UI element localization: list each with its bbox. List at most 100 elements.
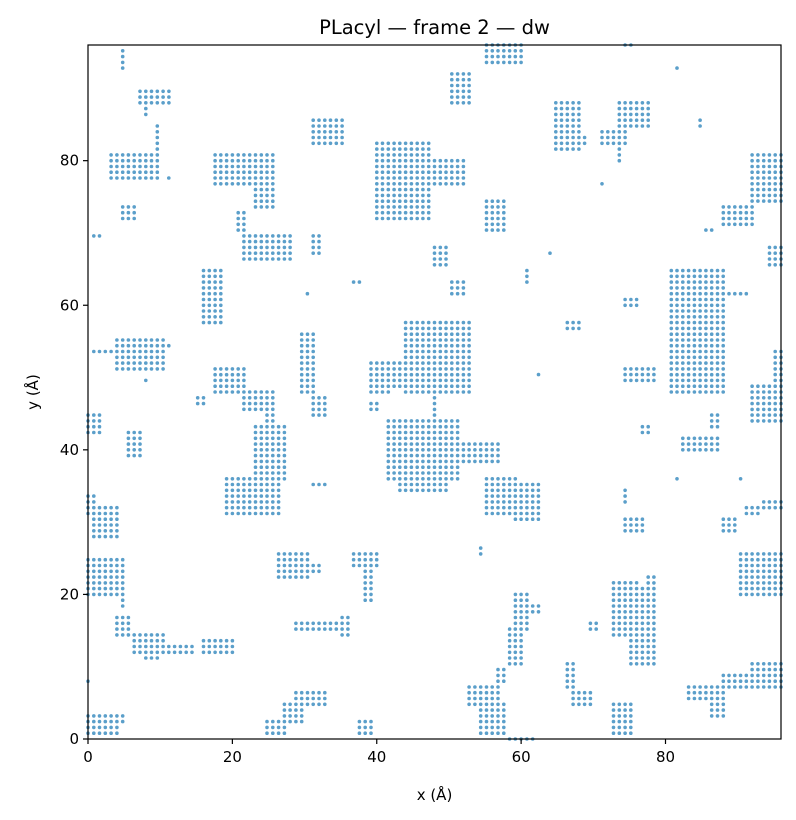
data-point: [438, 343, 443, 348]
data-point: [733, 523, 737, 527]
data-point: [207, 291, 212, 296]
data-point: [496, 442, 500, 446]
data-point: [398, 164, 402, 169]
data-point: [750, 505, 754, 510]
data-point: [640, 430, 645, 435]
data-point: [698, 286, 702, 290]
data-point: [519, 644, 523, 649]
data-point: [444, 465, 448, 470]
data-point: [386, 465, 391, 470]
data-point: [120, 714, 125, 718]
data-point: [640, 627, 645, 631]
data-point: [415, 176, 420, 180]
data-point: [426, 326, 431, 331]
data-point: [767, 667, 772, 672]
data-point: [282, 477, 287, 481]
data-point: [640, 610, 645, 614]
data-point: [496, 60, 500, 65]
data-point: [271, 442, 275, 446]
data-point: [634, 581, 639, 585]
data-point: [97, 430, 102, 435]
data-point: [646, 604, 650, 608]
data-point: [201, 274, 206, 279]
data-point: [271, 153, 275, 157]
data-point: [502, 228, 506, 232]
data-point: [513, 488, 518, 493]
data-point: [363, 731, 368, 735]
data-point: [490, 488, 495, 493]
data-point: [386, 372, 391, 377]
data-point: [259, 401, 264, 406]
data-point: [490, 702, 495, 707]
data-point: [288, 239, 292, 244]
data-point: [600, 141, 604, 146]
data-point: [721, 210, 726, 215]
data-point: [92, 494, 96, 498]
data-point: [265, 448, 269, 452]
data-point: [415, 488, 420, 493]
data-point: [582, 690, 587, 695]
data-point: [496, 696, 500, 701]
data-point: [640, 424, 645, 429]
data-point: [571, 124, 575, 128]
data-point: [432, 453, 437, 458]
data-point: [709, 280, 714, 284]
data-point: [247, 511, 252, 516]
data-point: [409, 182, 414, 186]
data-point: [554, 147, 558, 151]
data-point: [149, 158, 154, 163]
data-point: [571, 685, 575, 689]
data-point: [704, 343, 708, 348]
data-point: [767, 407, 772, 412]
data-point: [421, 453, 425, 458]
data-point: [161, 650, 165, 655]
data-point: [415, 430, 420, 435]
data-point: [750, 581, 754, 585]
data-point: [709, 320, 714, 325]
data-point: [484, 708, 489, 712]
data-point: [97, 505, 102, 510]
data-point: [242, 216, 246, 221]
x-tick-label: 0: [83, 748, 93, 766]
data-point: [571, 101, 575, 105]
data-point: [92, 430, 96, 435]
data-point: [669, 286, 674, 290]
data-point: [115, 517, 119, 521]
data-point: [120, 176, 125, 180]
data-point: [681, 390, 685, 394]
data-point: [507, 656, 512, 660]
data-point: [398, 419, 402, 423]
data-point: [438, 372, 443, 377]
data-point: [144, 349, 148, 354]
data-point: [438, 442, 443, 446]
data-point: [132, 164, 136, 169]
data-point: [103, 517, 108, 521]
data-point: [259, 477, 264, 481]
data-point: [571, 702, 575, 707]
data-point: [253, 205, 258, 209]
data-point: [138, 361, 142, 365]
data-point: [375, 384, 379, 389]
data-point: [709, 361, 714, 365]
data-point: [265, 193, 269, 198]
data-point: [767, 552, 772, 556]
data-point: [207, 309, 212, 313]
data-point: [213, 315, 217, 319]
data-point: [756, 569, 760, 574]
data-point: [103, 719, 108, 724]
data-point: [629, 719, 633, 724]
data-point: [577, 696, 581, 701]
data-point: [773, 581, 777, 585]
data-point: [282, 569, 287, 574]
data-point: [97, 529, 102, 533]
data-point: [103, 529, 108, 533]
data-point: [392, 471, 396, 475]
data-point: [340, 141, 344, 146]
data-point: [502, 54, 506, 59]
data-point: [571, 673, 575, 678]
data-point: [767, 413, 772, 417]
data-point: [675, 338, 679, 342]
data-point: [259, 176, 264, 180]
data-point: [398, 367, 402, 371]
data-point: [201, 315, 206, 319]
